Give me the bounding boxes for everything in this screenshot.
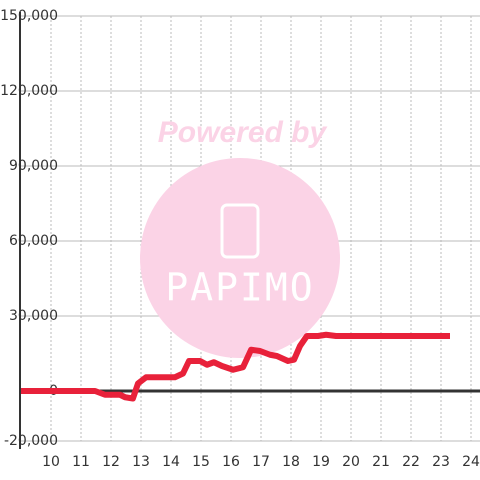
watermark-icon: [220, 203, 260, 259]
x-tick-label: 12: [102, 454, 120, 470]
x-tick-label: 22: [402, 454, 420, 470]
x-tick-label: 19: [312, 454, 330, 470]
y-tick-label: 30,000: [9, 308, 58, 324]
x-tick-label: 14: [162, 454, 180, 470]
x-tick-label: 24: [462, 454, 480, 470]
y-tick-label: -20,000: [4, 433, 58, 449]
x-tick-label: 10: [42, 454, 60, 470]
x-tick-label: 15: [192, 454, 210, 470]
y-tick-label: 90,000: [9, 158, 58, 174]
x-tick-label: 13: [132, 454, 150, 470]
x-tick-label: 17: [252, 454, 270, 470]
x-tick-label: 21: [372, 454, 390, 470]
x-tick-label: 16: [222, 454, 240, 470]
x-tick-label: 18: [282, 454, 300, 470]
y-tick-label: 150,000: [0, 8, 58, 24]
x-tick-label: 11: [72, 454, 90, 470]
y-tick-label: 120,000: [0, 83, 58, 99]
data-line: [21, 331, 450, 402]
watermark-text: Powered by: [158, 116, 328, 149]
x-tick-label: 23: [432, 454, 450, 470]
y-tick-label: 60,000: [9, 233, 58, 249]
watermark-logo: PAPIMO: [165, 266, 314, 310]
x-tick-label: 20: [342, 454, 360, 470]
